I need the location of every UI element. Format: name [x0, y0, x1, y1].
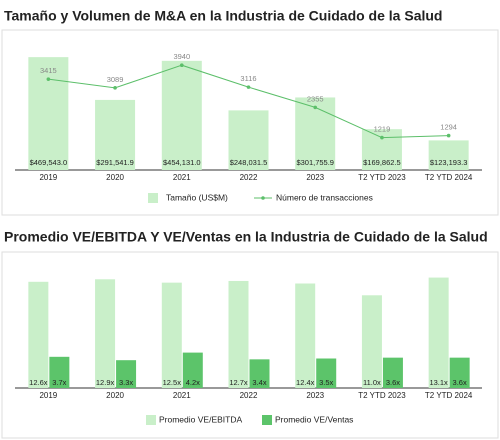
bar-label: $169,862.5: [363, 158, 401, 167]
legend-label: Promedio VE/Ventas: [275, 414, 353, 424]
bar-label: $248,031.5: [230, 158, 268, 167]
bar: [116, 360, 137, 388]
x-tick-label: 2022: [240, 173, 258, 182]
x-tick-label: 2019: [39, 173, 57, 182]
bar: [95, 99, 136, 170]
bar: [295, 97, 336, 170]
bar: [228, 110, 269, 170]
bar: [28, 57, 69, 170]
point-label: 3940: [173, 52, 190, 61]
bar-label: 3.5x: [319, 378, 333, 387]
point-label: 1294: [440, 123, 457, 132]
bar-label: 12.7x: [229, 378, 248, 387]
point: [179, 63, 184, 68]
bar-label: 11.0x: [363, 378, 381, 387]
legend-swatch: [146, 415, 156, 425]
x-tick-label: T2 YTD 2024: [425, 173, 473, 182]
point-label: 3089: [107, 75, 124, 84]
x-tick-label: 2023: [306, 173, 324, 182]
point: [380, 135, 384, 140]
x-tick-label: 2022: [240, 391, 258, 400]
x-tick-label: T2 YTD 2023: [358, 391, 406, 400]
x-tick-label: 2020: [106, 391, 124, 400]
bar: [428, 140, 469, 170]
bar-label: 13.1x: [429, 378, 448, 387]
bar: [228, 280, 249, 388]
legend-label: Tamaño (US$M): [166, 192, 228, 202]
bar: [316, 358, 337, 388]
chart-title: Tamaño y Volumen de M&A en la Industria …: [4, 8, 442, 24]
bar-label: 3.3x: [119, 378, 133, 387]
bar-label: $291,541.9: [96, 158, 134, 167]
point: [313, 105, 318, 110]
bar-label: $469,543.0: [30, 158, 68, 167]
point-label: 3415: [40, 66, 57, 75]
bar: [161, 282, 182, 388]
bar-label: 3.4x: [252, 378, 266, 387]
bar-label: 12.5x: [163, 378, 182, 387]
legend-label: Número de transacciones: [276, 192, 373, 202]
bar-label: 12.6x: [29, 378, 48, 387]
legend-swatch: [261, 196, 265, 200]
bar-label: 12.9x: [96, 378, 115, 387]
panel: [1, 29, 499, 216]
point-label: 2355: [307, 94, 324, 103]
bar: [161, 60, 202, 170]
x-tick-label: 2020: [106, 173, 124, 182]
bar: [49, 356, 70, 388]
point: [46, 77, 51, 81]
point-label: 1219: [374, 125, 391, 134]
bar-label: $454,131.0: [163, 158, 201, 167]
x-tick-label: 2021: [173, 391, 191, 400]
bar: [28, 281, 49, 388]
bar: [249, 359, 270, 388]
legend-swatch: [148, 193, 158, 203]
bar: [361, 295, 382, 388]
point: [446, 133, 451, 138]
x-tick-label: 2021: [173, 173, 191, 182]
bar-label: 3.6x: [453, 378, 467, 387]
bar-label: 4.2x: [186, 378, 200, 387]
x-tick-label: T2 YTD 2023: [358, 173, 406, 182]
chart-title: Promedio VE/EBITDA Y VE/Ventas en la Ind…: [4, 229, 488, 245]
bar: [182, 352, 203, 388]
bar: [382, 357, 403, 388]
bar: [95, 279, 116, 388]
bar-label: 3.6x: [386, 378, 400, 387]
legend-label: Promedio VE/EBITDA: [159, 414, 242, 424]
point-label: 3116: [240, 74, 256, 83]
x-tick-label: 2023: [306, 391, 324, 400]
bar: [295, 283, 316, 388]
bar: [428, 277, 449, 388]
legend-swatch: [262, 415, 272, 425]
bar-label: $301,755.9: [296, 158, 334, 167]
point: [246, 85, 251, 89]
bar-label: 3.7x: [52, 378, 66, 387]
panel: [1, 251, 499, 439]
x-tick-label: T2 YTD 2024: [425, 391, 473, 400]
bar: [449, 357, 470, 388]
point: [113, 86, 117, 90]
bar-label: $123,193.3: [430, 158, 468, 167]
x-tick-label: 2019: [39, 391, 57, 400]
bar-label: 12.4x: [296, 378, 315, 387]
